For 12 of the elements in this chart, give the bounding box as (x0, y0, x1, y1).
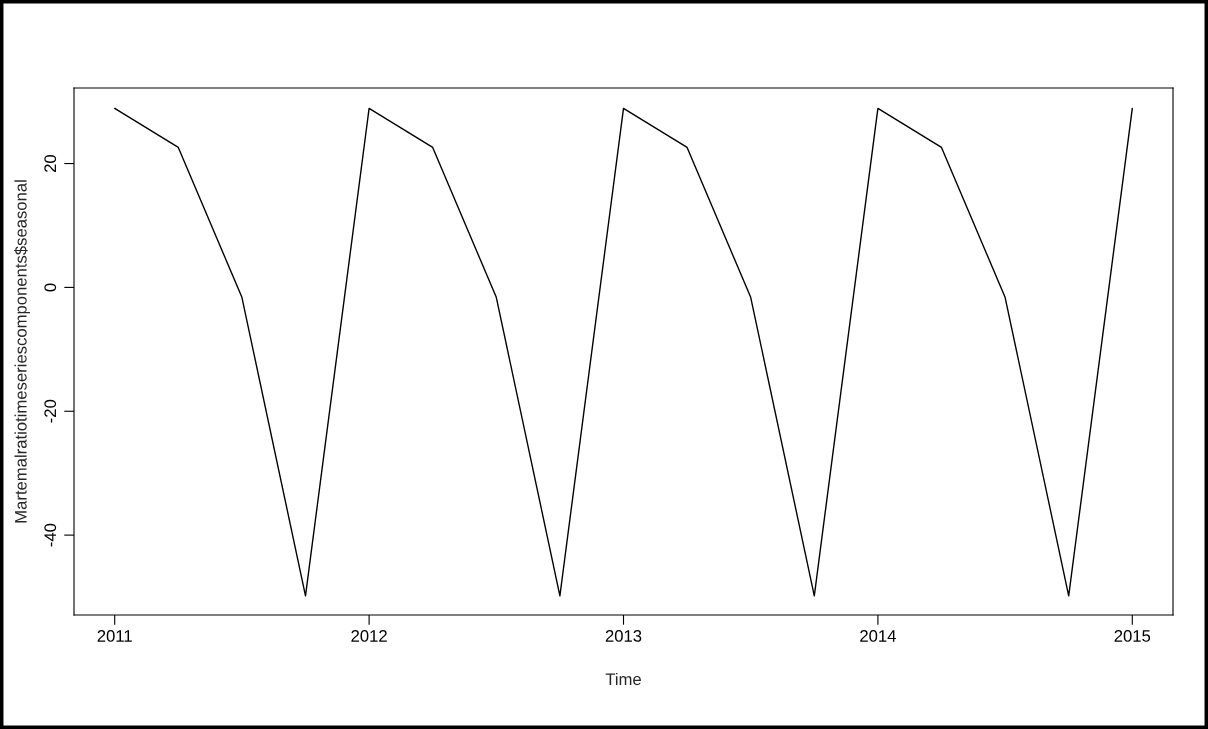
y-tick-label: -40 (44, 523, 57, 547)
y-axis-title: Martemalratiotimeseriescomponents$seasonal (14, 180, 30, 523)
x-tick-label: 2013 (605, 630, 642, 642)
y-tick-label: 20 (44, 154, 57, 172)
line-series (114, 107, 1133, 597)
x-tick-label: 2011 (97, 630, 132, 642)
x-tick-label: 2014 (860, 630, 896, 642)
x-tick-label: 2012 (351, 630, 387, 642)
y-tick-label: -20 (44, 399, 57, 423)
x-axis-title: Time (605, 672, 641, 686)
y-tick-label: 0 (44, 283, 57, 292)
x-tick-label: 2015 (1114, 630, 1151, 642)
